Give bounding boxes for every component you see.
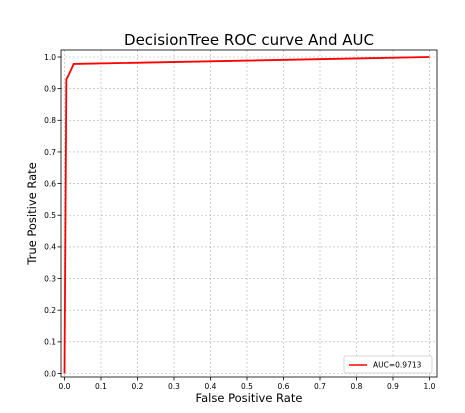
x-tick-label: 0.4 — [205, 382, 217, 391]
x-tick-label: 0.3 — [168, 382, 180, 391]
x-tick-label: 0.7 — [314, 382, 326, 391]
grid-lines — [61, 50, 437, 377]
y-tick-label: 0.3 — [44, 274, 56, 283]
x-tick-label: 0.9 — [387, 382, 399, 391]
legend: AUC=0.9713 — [343, 355, 433, 374]
x-tick-label: 0.0 — [59, 382, 71, 391]
x-tick-label: 0.8 — [351, 382, 363, 391]
legend-label: AUC=0.9713 — [373, 361, 422, 370]
legend-box — [343, 355, 433, 374]
series-layer — [63, 56, 430, 374]
x-tick-label: 0.2 — [132, 382, 144, 391]
x-axis-label: False Positive Rate — [196, 391, 303, 405]
y-tick-label: 0.2 — [44, 306, 56, 315]
y-tick-label: 0.4 — [44, 243, 56, 252]
plot-frame — [60, 49, 438, 378]
y-axis-label: True Positive Rate — [25, 162, 39, 265]
y-tick-label: 1.0 — [44, 53, 56, 62]
y-tick-label: 0.6 — [44, 179, 56, 188]
y-tick-label: 0.8 — [44, 116, 56, 125]
y-tick-label: 0.7 — [44, 148, 56, 157]
x-tick-label: 0.5 — [241, 382, 253, 391]
y-tick-label: 0.5 — [44, 211, 56, 220]
roc-curve-line — [63, 56, 430, 374]
y-tick-label: 0.9 — [44, 84, 56, 93]
axis-ticks: 0.0 0.1 0.2 0.3 0.4 0.5 0.6 0.7 0.8 0.9 1.0 0.0 0.1 0… — [44, 53, 436, 391]
chart-title: DecisionTree ROC curve And AUC — [124, 31, 374, 49]
x-tick-label: 0.1 — [95, 382, 107, 391]
x-tick-label: 1.0 — [424, 382, 436, 391]
x-tick-label: 0.6 — [278, 382, 290, 391]
y-tick-label: 0.0 — [44, 369, 56, 378]
y-tick-label: 0.1 — [44, 338, 56, 347]
